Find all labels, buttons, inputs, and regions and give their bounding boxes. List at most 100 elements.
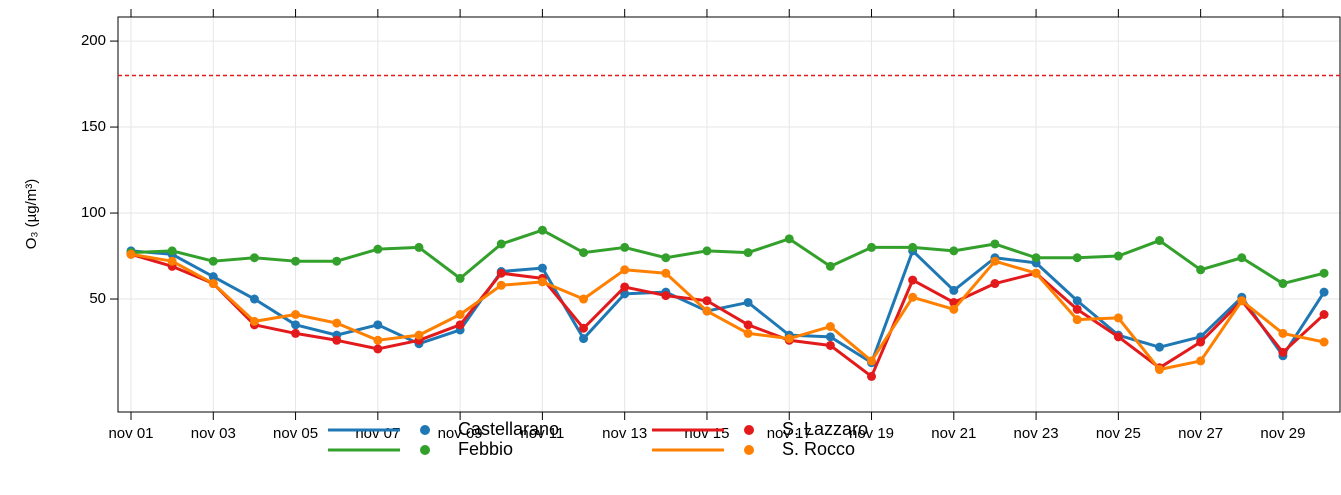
data-point	[332, 335, 342, 345]
legend-item: S. Lazzaro	[652, 419, 868, 439]
legend-item: Febbio	[328, 439, 513, 459]
data-point	[702, 246, 712, 256]
legend-label: Febbio	[458, 439, 513, 459]
data-point	[825, 340, 835, 350]
data-point	[167, 256, 177, 266]
y-tick-label: 100	[81, 204, 106, 221]
data-point	[167, 246, 177, 256]
data-point	[661, 268, 671, 278]
x-tick-label: nov 07	[355, 425, 400, 442]
data-point	[1072, 315, 1082, 325]
data-point	[1319, 268, 1329, 278]
data-point	[743, 328, 753, 338]
data-point	[1113, 251, 1123, 261]
x-tick-label: nov 29	[1260, 425, 1305, 442]
data-point	[537, 225, 547, 235]
series-line	[130, 252, 1325, 372]
y-tick-label: 150	[81, 118, 106, 135]
data-point	[579, 294, 589, 304]
data-point	[908, 275, 918, 285]
data-point	[867, 371, 877, 381]
legend-label: S. Rocco	[782, 439, 855, 459]
data-point	[249, 294, 259, 304]
data-point	[291, 256, 301, 266]
plot-frame	[117, 16, 1341, 413]
data-point	[661, 253, 671, 263]
data-point	[1113, 332, 1123, 342]
data-point	[414, 242, 424, 252]
data-point	[620, 282, 630, 292]
data-point	[990, 256, 1000, 266]
data-point	[825, 322, 835, 332]
data-point	[455, 309, 465, 319]
data-point	[743, 248, 753, 258]
data-point	[1278, 328, 1288, 338]
data-point	[990, 279, 1000, 289]
legend-marker	[744, 445, 754, 455]
data-point	[743, 297, 753, 307]
x-tick-label: nov 27	[1178, 425, 1223, 442]
y-tick-label: 200	[81, 32, 106, 49]
data-point	[126, 249, 136, 259]
data-point	[1237, 296, 1247, 306]
x-tick-label: nov 13	[602, 425, 647, 442]
data-point	[867, 356, 877, 366]
data-point	[373, 244, 383, 254]
data-point	[825, 332, 835, 342]
data-point	[908, 292, 918, 302]
legend-label: Castellarano	[458, 419, 559, 439]
x-tick-label: nov 01	[108, 425, 153, 442]
data-point	[332, 256, 342, 266]
data-point	[579, 334, 589, 344]
data-point	[373, 344, 383, 354]
data-point	[620, 289, 630, 299]
legend-marker	[420, 425, 430, 435]
data-point	[620, 265, 630, 275]
data-point	[249, 316, 259, 326]
data-point	[1072, 253, 1082, 263]
data-point	[784, 334, 794, 344]
data-point	[291, 320, 301, 330]
data-point	[1113, 313, 1123, 323]
y-tick-label: 50	[89, 290, 106, 307]
data-point	[373, 335, 383, 345]
legend-label: S. Lazzaro	[782, 419, 868, 439]
legend-marker	[420, 445, 430, 455]
x-tick-label: nov 03	[191, 425, 236, 442]
data-point	[1319, 337, 1329, 347]
data-point	[990, 239, 1000, 249]
data-point	[949, 285, 959, 295]
data-point	[496, 280, 506, 290]
data-point	[702, 306, 712, 316]
data-point	[661, 291, 671, 301]
data-point	[579, 248, 589, 258]
data-point	[249, 253, 259, 263]
series-line	[130, 228, 1325, 286]
data-point	[291, 309, 301, 319]
legend-item: S. Rocco	[652, 439, 855, 459]
data-point	[1278, 347, 1288, 357]
series-line	[130, 249, 1326, 365]
data-point	[455, 320, 465, 330]
data-point	[743, 320, 753, 330]
data-point	[1237, 253, 1247, 263]
data-point	[949, 304, 959, 314]
x-tick-label: nov 17	[767, 425, 812, 442]
data-point	[537, 277, 547, 287]
data-point	[1031, 268, 1041, 278]
data-point	[1319, 309, 1329, 319]
data-point	[620, 242, 630, 252]
legend-item: Castellarano	[328, 419, 559, 439]
data-point	[332, 318, 342, 328]
data-point	[208, 256, 218, 266]
data-point	[579, 323, 589, 333]
data-point	[291, 328, 301, 338]
data-point	[208, 272, 218, 282]
data-point	[414, 330, 424, 340]
data-point	[949, 246, 959, 256]
x-tick-label: nov 25	[1096, 425, 1141, 442]
data-point	[373, 320, 383, 330]
data-point	[1072, 296, 1082, 306]
x-tick-label: nov 15	[684, 425, 729, 442]
